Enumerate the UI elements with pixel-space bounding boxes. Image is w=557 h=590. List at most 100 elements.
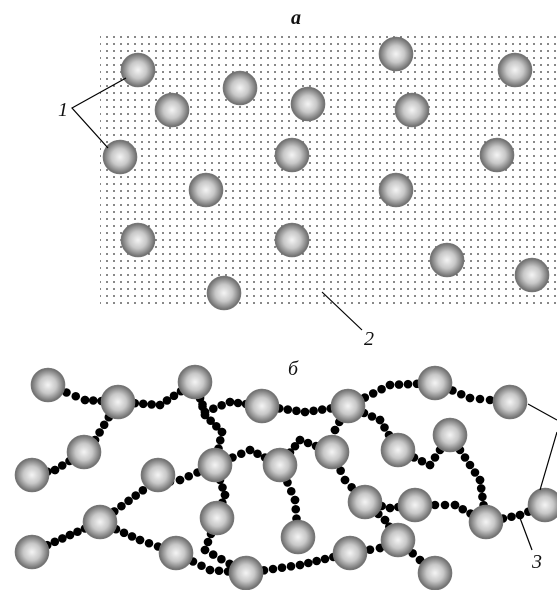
chain-bead (184, 472, 193, 481)
chain-bead (287, 562, 296, 571)
particle (515, 258, 549, 292)
chain-bead (269, 565, 278, 574)
particle (275, 223, 309, 257)
chain-bead (476, 476, 485, 485)
chain-bead (441, 501, 450, 510)
chain-bead (131, 491, 140, 500)
matrix (100, 34, 557, 308)
chain-bead (215, 566, 224, 575)
chain-bead (431, 453, 440, 462)
particle (155, 93, 189, 127)
chain-bead (478, 493, 487, 502)
chain-bead (201, 546, 210, 555)
chain-bead (221, 491, 230, 500)
chain-bead (318, 405, 327, 414)
particle (15, 535, 49, 569)
figure: а б 1 2 3 (0, 0, 557, 590)
chain-bead (291, 496, 300, 505)
chain-bead (386, 381, 395, 390)
chain-bead (418, 457, 427, 466)
chain-bead (95, 428, 104, 437)
particle (381, 433, 415, 467)
particle (263, 448, 297, 482)
leader-line (540, 432, 557, 490)
chain-bead (312, 557, 321, 566)
chain-bead (471, 468, 480, 477)
chain-bead (296, 436, 305, 445)
chain-bead (466, 461, 475, 470)
particle (83, 505, 117, 539)
particle (381, 523, 415, 557)
particle (275, 138, 309, 172)
chain-bead (218, 428, 227, 437)
chain-bead (426, 461, 435, 470)
leader-line (520, 518, 532, 550)
particle (189, 173, 223, 207)
chain-bead (451, 501, 460, 510)
chain-bead (217, 401, 226, 410)
chain-bead (66, 531, 75, 540)
particle (198, 448, 232, 482)
chain-bead (284, 405, 293, 414)
particle (331, 389, 365, 423)
particle (245, 389, 279, 423)
chain-bead (204, 538, 213, 547)
particle (67, 435, 101, 469)
chain-bead (309, 407, 318, 416)
chain-bead (117, 502, 126, 511)
particle (395, 93, 429, 127)
chain-bead (386, 504, 395, 513)
particle (480, 138, 514, 172)
particle (103, 140, 137, 174)
particle (200, 501, 234, 535)
chain-bead (147, 400, 156, 409)
chain-bead (292, 407, 301, 416)
chain-bead (226, 398, 235, 407)
chain-bead (377, 385, 386, 394)
chain-bead (376, 416, 385, 425)
particle (498, 53, 532, 87)
chain-bead (458, 505, 467, 514)
callout: 1 (58, 99, 68, 121)
particle (281, 520, 315, 554)
particle (348, 485, 382, 519)
particle (430, 243, 464, 277)
chain-bead (461, 453, 470, 462)
particle (469, 505, 503, 539)
chain-bead (71, 392, 80, 401)
chain-bead (198, 402, 207, 411)
chain-bead (100, 421, 109, 430)
chain-bead (476, 395, 485, 404)
particle (159, 536, 193, 570)
chain-bead (304, 439, 313, 448)
chain-bead (321, 555, 330, 564)
chain-bead (291, 505, 300, 514)
panel-label: б (288, 358, 299, 380)
chain-bead (128, 532, 137, 541)
chain-bead (197, 561, 206, 570)
chain-bead (73, 527, 82, 536)
particle (15, 458, 49, 492)
particle (178, 365, 212, 399)
chain-bead (81, 396, 90, 405)
chain-bead (136, 536, 145, 545)
chain-bead (124, 497, 133, 506)
chain-bead (278, 563, 287, 572)
chain-bead (58, 461, 67, 470)
chain-bead (145, 539, 154, 548)
chain-bead (176, 476, 185, 485)
chain-bead (253, 449, 262, 458)
particle (379, 173, 413, 207)
chain-bead (301, 408, 310, 417)
chain-bead (368, 412, 377, 421)
particle (418, 556, 452, 590)
chain-bead (120, 529, 129, 538)
particle (207, 276, 241, 310)
particle (493, 385, 527, 419)
particle (291, 87, 325, 121)
particle (101, 385, 135, 419)
leader-line (528, 404, 557, 420)
chain-bead (466, 394, 475, 403)
chain-bead (89, 396, 98, 405)
chain-bead (58, 534, 67, 543)
